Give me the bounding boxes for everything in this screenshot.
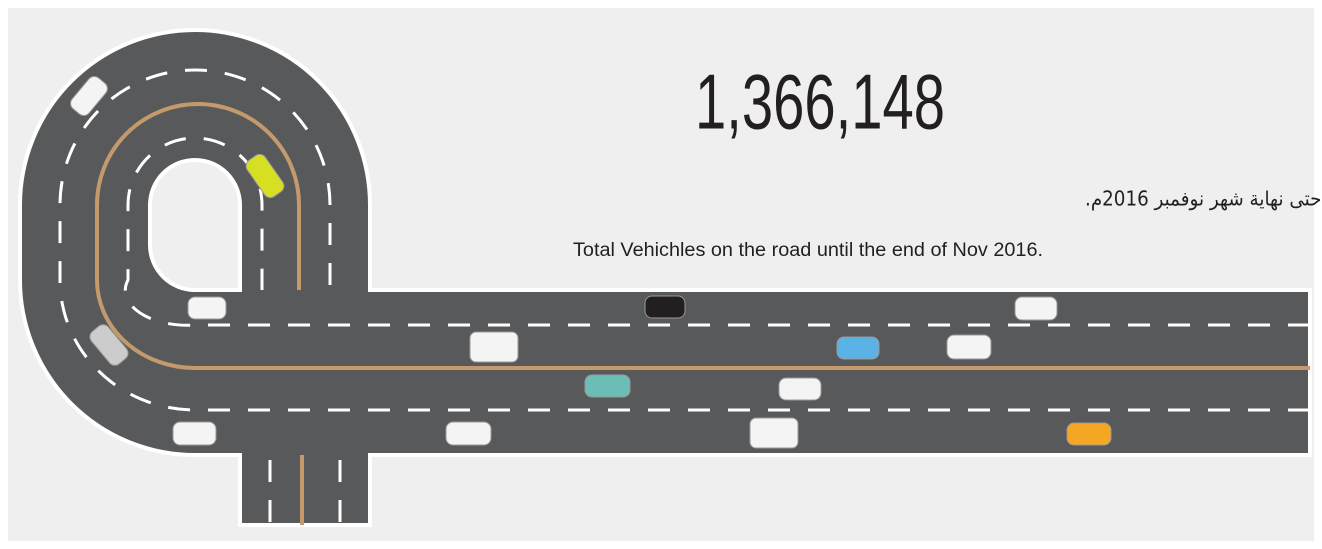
caption-arabic: إجمالي المركبات التي تسير على الطريق حتى… [1085,187,1322,212]
outer-lane [58,68,1310,412]
car [749,417,799,449]
headline-number: 1,366,148 [695,58,945,146]
cars [70,75,1112,449]
inner-lane [123,136,1310,327]
car [70,75,108,117]
car [187,296,227,320]
center-line [95,102,1310,525]
car [89,324,129,366]
road [18,28,1312,527]
car [245,153,285,199]
car [836,336,880,360]
lane-markings [58,68,1310,525]
exit-lanes [268,460,342,525]
caption-english: Total Vehichles on the road until the en… [573,240,1043,261]
car [778,377,822,401]
car [1066,422,1112,446]
road-surface [18,28,1312,527]
car [172,421,217,446]
car [584,374,631,398]
car [1014,296,1058,321]
car [644,295,686,319]
car [445,421,492,446]
car [469,331,519,363]
car [946,334,992,360]
